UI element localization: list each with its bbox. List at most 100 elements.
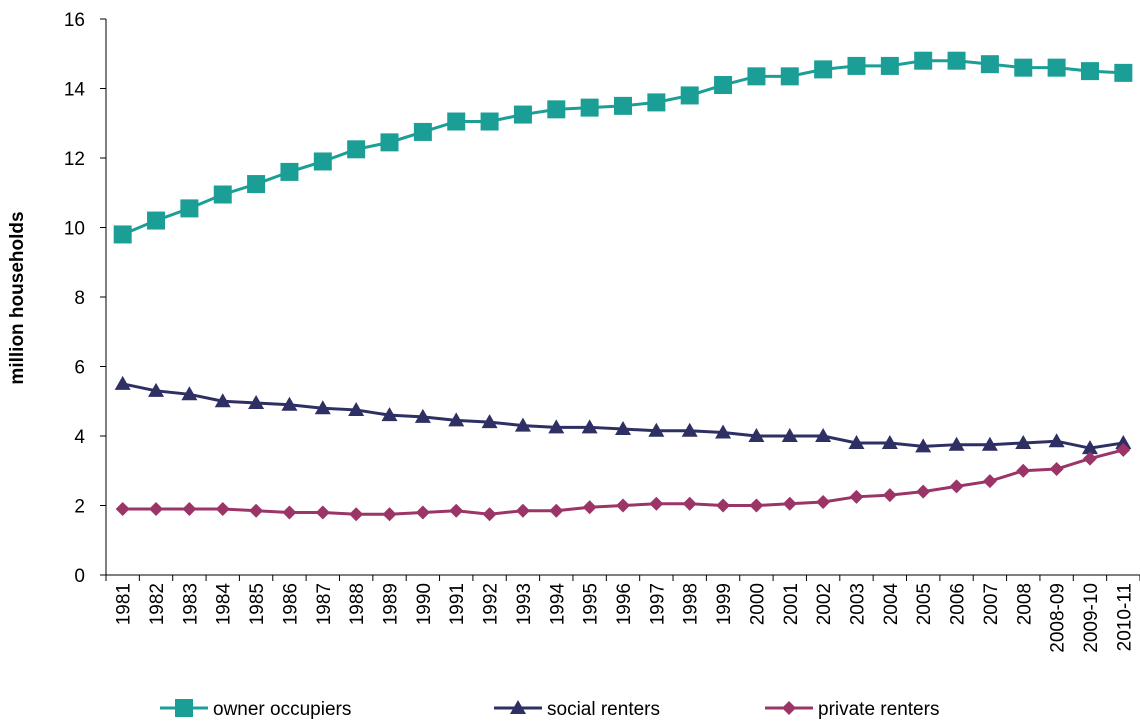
x-tick-label: 1990	[414, 583, 435, 625]
data-point-private-renters	[115, 501, 130, 516]
data-point-social-renters	[715, 424, 732, 439]
y-tick-label: 14	[64, 80, 86, 101]
y-tick-label: 2	[74, 497, 85, 518]
data-point-social-renters	[148, 382, 165, 397]
data-point-private-renters	[149, 501, 164, 516]
data-point-private-renters	[349, 507, 364, 522]
data-point-social-renters	[915, 438, 932, 453]
data-point-social-renters	[981, 436, 998, 451]
data-point-private-renters	[382, 507, 397, 522]
x-tick-label: 2006	[948, 583, 969, 625]
data-point-social-renters	[181, 386, 198, 401]
data-point-owner-occupiers	[113, 225, 132, 244]
x-tick-label: 1984	[214, 583, 235, 626]
legend-marker-social-renters	[510, 700, 526, 714]
x-tick-label: 2005	[914, 583, 935, 625]
data-point-social-renters	[314, 400, 331, 415]
series-owner-occupiers	[113, 51, 1133, 244]
data-point-owner-occupiers	[180, 199, 199, 218]
legend-label-owner-occupiers: owner occupiers	[213, 699, 351, 720]
data-point-private-renters	[215, 501, 230, 516]
x-tick-label: 2002	[814, 583, 835, 625]
data-point-private-renters	[882, 488, 897, 503]
data-point-private-renters	[1049, 462, 1064, 477]
data-point-owner-occupiers	[447, 112, 466, 131]
data-point-private-renters	[1016, 463, 1031, 478]
data-point-owner-occupiers	[1114, 63, 1133, 82]
x-tick-label: 2009-10	[1081, 583, 1102, 653]
data-point-owner-occupiers	[380, 133, 399, 152]
data-point-owner-occupiers	[247, 175, 266, 194]
data-point-owner-occupiers	[313, 152, 332, 171]
data-point-social-renters	[414, 408, 431, 423]
data-point-private-renters	[816, 495, 831, 510]
data-point-owner-occupiers	[280, 162, 299, 181]
data-point-social-renters	[1115, 434, 1132, 449]
legend-marker-owner-occupiers	[175, 699, 193, 717]
data-point-social-renters	[948, 436, 965, 451]
data-point-owner-occupiers	[714, 76, 733, 95]
data-point-social-renters	[648, 422, 665, 437]
data-point-social-renters	[514, 417, 531, 432]
data-point-owner-occupiers	[480, 112, 499, 131]
x-tick-label: 1987	[314, 583, 335, 625]
data-point-private-renters	[515, 503, 530, 518]
data-point-owner-occupiers	[1080, 62, 1099, 81]
data-point-private-renters	[716, 498, 731, 513]
series-line-social-renters	[122, 382, 1124, 450]
x-tick-label: 2004	[881, 583, 902, 626]
data-point-social-renters	[448, 412, 465, 427]
data-point-social-renters	[748, 428, 765, 442]
data-point-private-renters	[616, 498, 630, 513]
x-tick-label: 2003	[847, 583, 868, 625]
y-axis-title: million households	[7, 211, 28, 384]
data-point-private-renters	[982, 474, 997, 489]
data-point-social-renters	[381, 407, 398, 422]
data-point-owner-occupiers	[513, 105, 532, 124]
x-tick-label: 1997	[647, 583, 668, 625]
data-point-owner-occupiers	[814, 60, 833, 79]
x-tick-label: 1994	[547, 583, 568, 626]
y-tick-label: 8	[74, 288, 85, 309]
data-point-social-renters	[815, 428, 832, 442]
legend-item-owner-occupiers: owner occupiers	[160, 699, 351, 720]
x-tick-label: 2000	[747, 583, 768, 625]
data-point-private-renters	[482, 507, 497, 522]
data-point-owner-occupiers	[580, 98, 599, 117]
data-point-private-renters	[182, 501, 197, 516]
y-tick-label: 16	[64, 10, 85, 31]
legend-marker-private-renters	[782, 701, 796, 715]
x-tick-label: 1988	[347, 583, 368, 625]
data-point-owner-occupiers	[147, 211, 166, 230]
data-point-social-renters	[848, 434, 865, 449]
legend-item-private-renters: private renters	[765, 699, 939, 720]
x-tick-label: 1985	[247, 583, 268, 625]
x-tick-label: 2008-09	[1048, 583, 1069, 653]
data-point-social-renters	[1081, 440, 1098, 455]
data-point-owner-occupiers	[413, 122, 432, 141]
y-tick-label: 4	[74, 427, 85, 448]
x-tick-label: 1983	[180, 583, 201, 625]
y-tick-label: 0	[74, 566, 85, 587]
legend-item-social-renters: social renters	[494, 699, 660, 720]
x-tick-label: 2008	[1014, 583, 1035, 625]
data-point-owner-occupiers	[680, 86, 699, 105]
data-point-private-renters	[949, 479, 964, 494]
x-tick-label: 1981	[114, 583, 135, 625]
data-point-owner-occupiers	[947, 51, 966, 70]
data-point-social-renters	[1015, 434, 1032, 449]
data-point-social-renters	[581, 419, 598, 434]
data-point-social-renters	[881, 434, 898, 449]
x-tick-label: 2010-11	[1114, 583, 1135, 651]
data-point-owner-occupiers	[547, 100, 566, 119]
data-point-private-renters	[449, 503, 464, 518]
x-tick-label: 1986	[280, 583, 301, 625]
data-point-private-renters	[849, 489, 864, 504]
x-tick-label: 1999	[714, 583, 735, 625]
x-tick-label: 1998	[681, 583, 702, 625]
data-point-private-renters	[782, 496, 797, 511]
data-point-private-renters	[682, 496, 697, 511]
data-point-owner-occupiers	[980, 55, 999, 74]
